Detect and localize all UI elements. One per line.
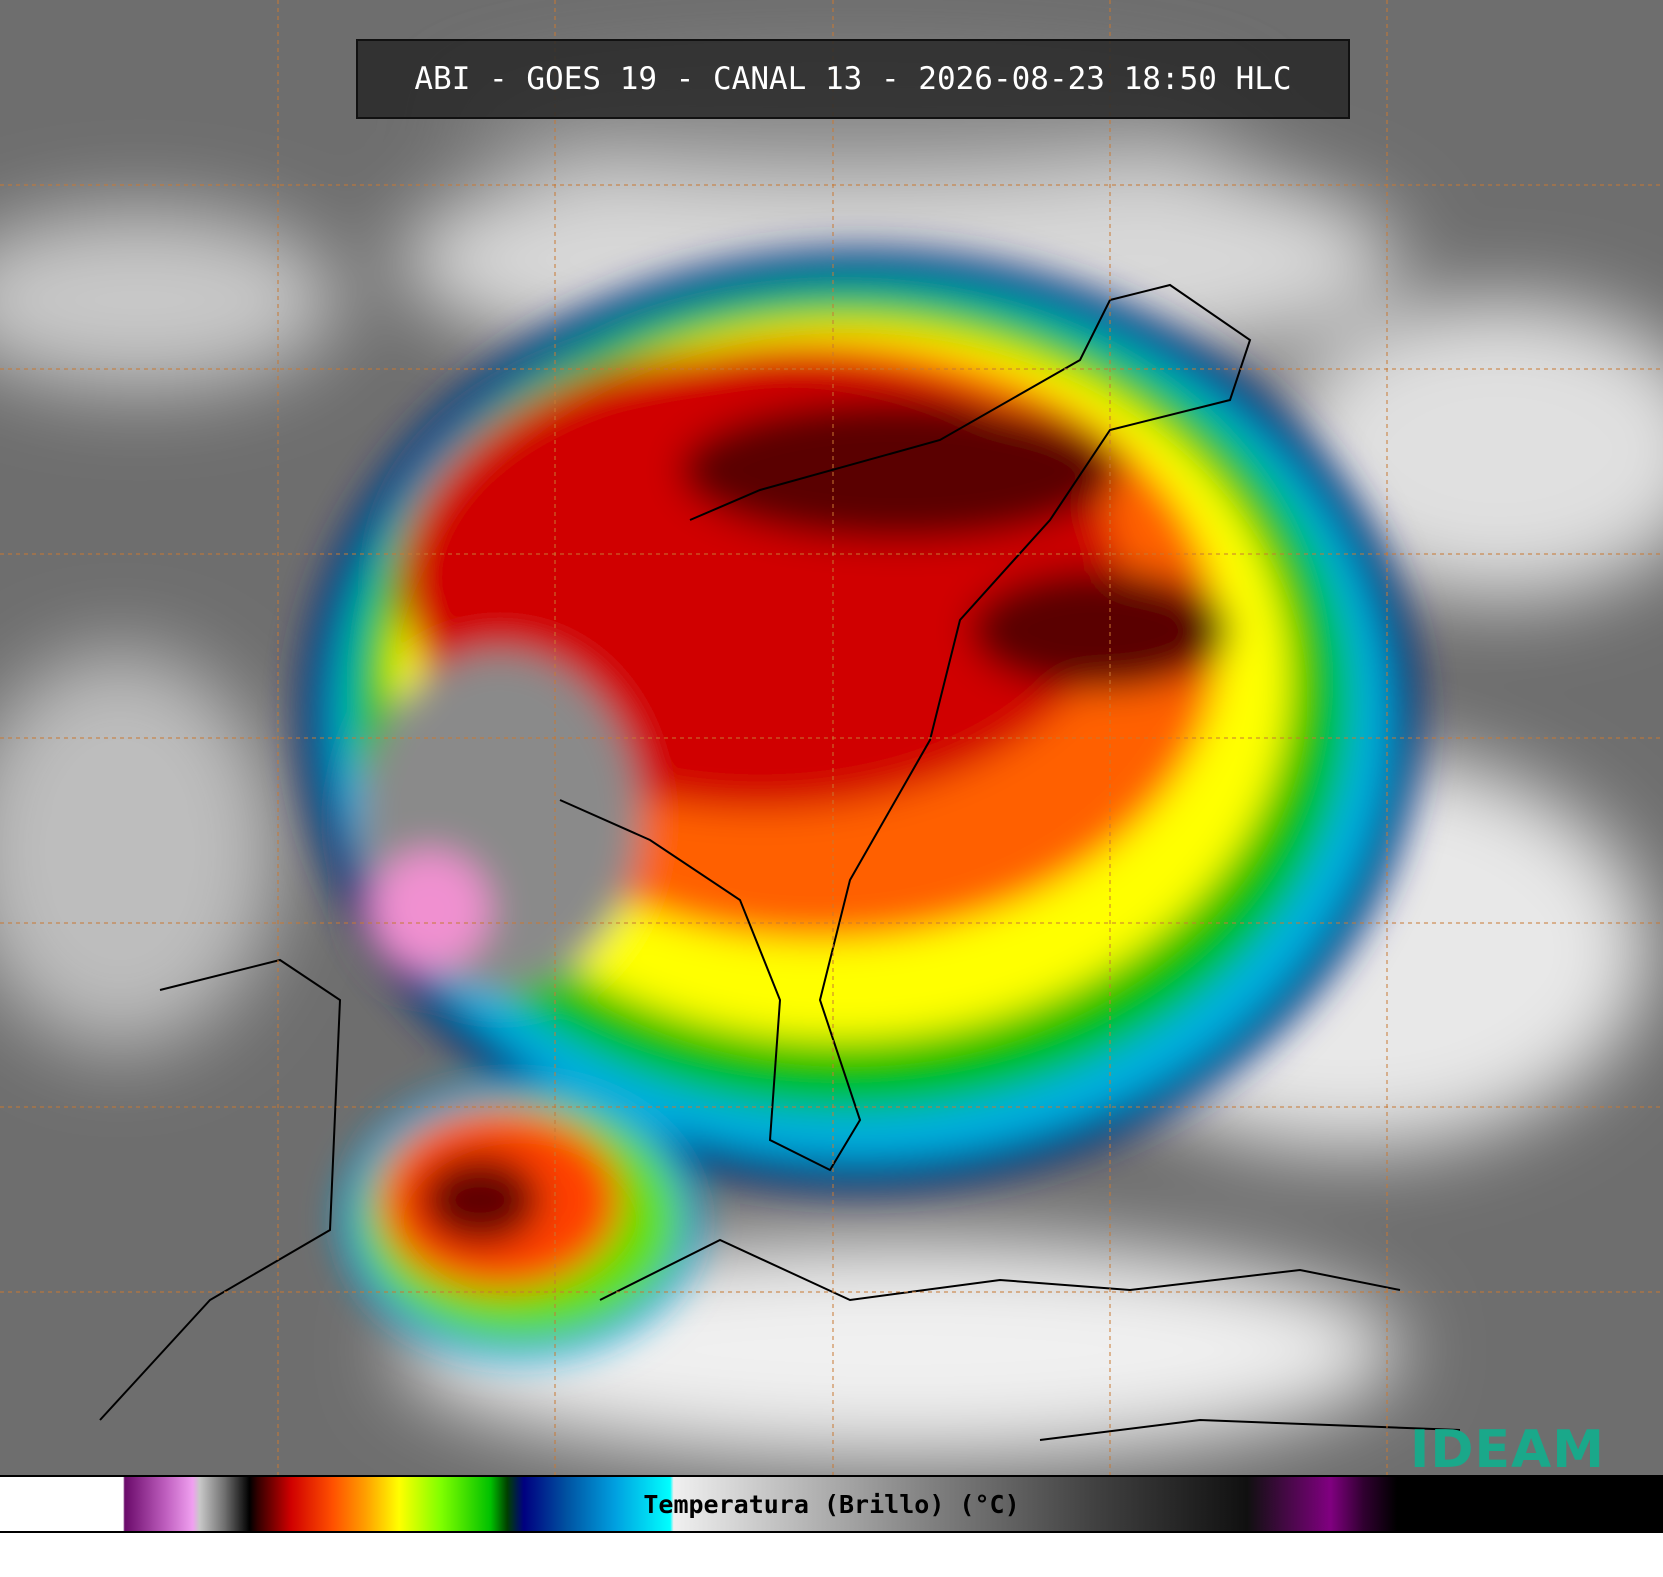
tick-label: -75	[230, 1548, 268, 1572]
title-box: ABI - GOES 19 - CANAL 13 - 2026-08-23 18…	[356, 39, 1350, 119]
colorbar-axis: -100 -75 -50 -25 0 25 50 75	[1, 1533, 1596, 1572]
tick-label: -25	[675, 1548, 713, 1572]
title: ABI - GOES 19 - CANAL 13 - 2026-08-23 18…	[414, 61, 1292, 97]
colorbar	[0, 1475, 1663, 1533]
tick-label: 25	[1126, 1548, 1151, 1572]
tick-label: 50	[1348, 1548, 1373, 1572]
tick-label: 75	[1570, 1548, 1595, 1572]
colorbar-title: Temperatura (Brillo) (°C)	[643, 1489, 1020, 1519]
tick-label: 0	[910, 1548, 923, 1572]
tick-label: -50	[452, 1548, 490, 1572]
tick-label: -100	[1, 1548, 52, 1572]
logo: IDEAM	[1410, 1420, 1606, 1480]
satellite-image	[0, 0, 1663, 1475]
colorbar-label: Temperatura (Brillo) (°C)	[0, 1475, 1663, 1533]
